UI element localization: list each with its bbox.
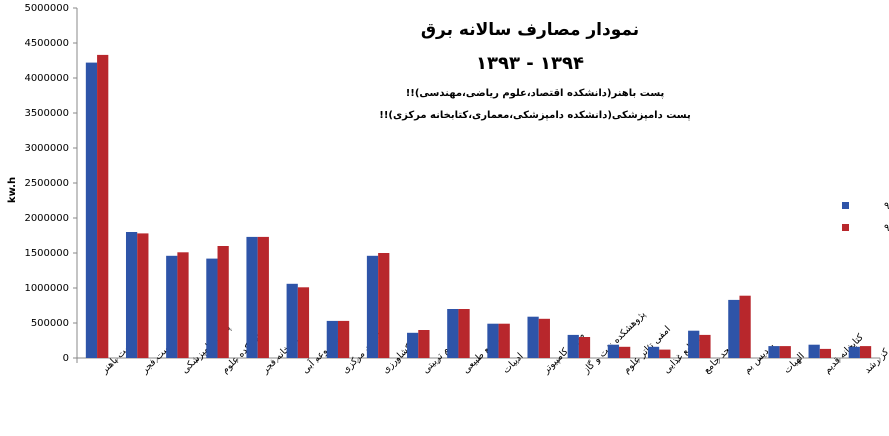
bar <box>97 54 109 359</box>
bar <box>166 255 178 358</box>
bar <box>768 346 780 358</box>
bar <box>498 323 510 358</box>
bar <box>578 337 591 358</box>
bar <box>246 236 258 358</box>
annotation: پست باهنر(دانشکده اقتصاد،علوم ریاضی،مهند… <box>406 88 665 99</box>
bar <box>859 346 872 358</box>
bar <box>779 346 791 358</box>
bar <box>819 348 832 358</box>
bar <box>366 255 379 358</box>
bar <box>217 246 229 358</box>
bar <box>728 299 740 358</box>
bar <box>447 309 459 358</box>
bar <box>286 283 298 358</box>
bar <box>326 320 338 358</box>
bar <box>297 287 310 358</box>
y-tick-label: 2500000 <box>24 178 69 189</box>
bar <box>619 346 631 358</box>
y-axis-label: kw.h <box>7 177 18 203</box>
legend-label: سال ۹۴ <box>884 201 889 212</box>
bar <box>487 323 499 358</box>
bar <box>407 332 419 358</box>
bar <box>527 316 539 358</box>
y-tick-label: 2000000 <box>24 213 69 224</box>
chart-title: نمودار مصارف سالانه برق <box>421 20 639 40</box>
y-tick-label: 4500000 <box>24 38 69 49</box>
legend-swatch <box>842 202 849 209</box>
bar <box>688 330 700 358</box>
chart-subtitle: ۱۳۹۴ - ۱۳۹۳ <box>476 53 584 74</box>
bar <box>337 320 350 358</box>
bar <box>848 346 860 358</box>
y-tick-label: 500000 <box>31 318 69 329</box>
bar <box>378 253 390 358</box>
bar <box>739 295 751 358</box>
bar <box>85 62 98 358</box>
bar <box>699 334 711 358</box>
y-tick-label: 1500000 <box>24 248 69 259</box>
y-tick-label: 3500000 <box>24 108 69 119</box>
bar <box>607 344 620 358</box>
bar <box>458 309 470 358</box>
bar <box>538 318 550 358</box>
bar <box>647 346 660 358</box>
bar <box>206 258 218 358</box>
bar <box>137 233 149 358</box>
bar <box>567 334 579 358</box>
bar <box>808 344 820 358</box>
y-tick-label: 4000000 <box>24 73 69 84</box>
y-tick-label: 3000000 <box>24 143 69 154</box>
y-tick-label: 0 <box>63 353 69 364</box>
legend-swatch <box>842 224 849 231</box>
bar <box>659 349 671 358</box>
bar <box>257 236 269 358</box>
annotation: پست دامپزشکی(دانشکده دامپزشکی،معماری،کتا… <box>379 110 691 121</box>
y-tick-label: 5000000 <box>24 3 69 14</box>
bar <box>125 232 138 358</box>
y-tick-label: 1000000 <box>24 283 69 294</box>
bar <box>418 330 430 358</box>
bar <box>177 252 189 358</box>
legend-label: سال ۹۳ <box>884 223 889 234</box>
